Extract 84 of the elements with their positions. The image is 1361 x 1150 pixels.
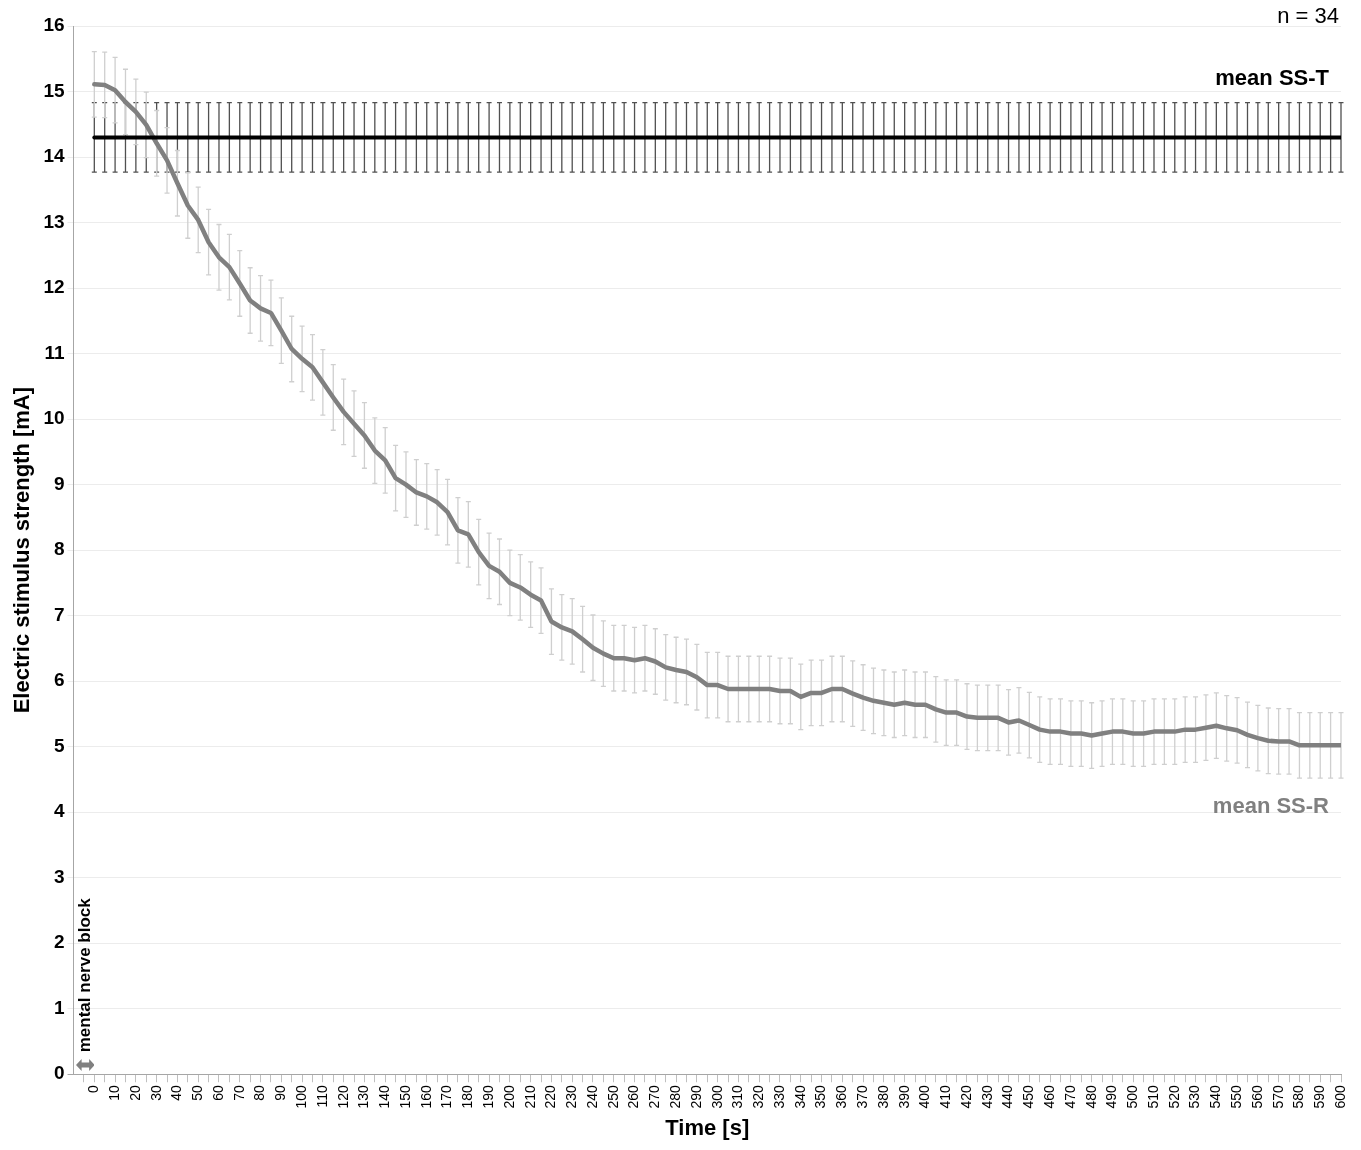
x-tick-label: 290 [687,1085,704,1109]
y-tick-label: 13 [43,210,65,232]
x-tick-label: 530 [1186,1085,1203,1109]
y-tick-label: 0 [53,1062,65,1084]
x-tick-label: 170 [438,1085,455,1109]
x-tick-label: 280 [666,1085,683,1109]
x-tick-label: 400 [916,1085,933,1109]
x-tick-label: 440 [999,1085,1016,1109]
x-tick-label: 340 [791,1085,808,1109]
x-tick-label: 470 [1061,1085,1078,1109]
x-tick-label: 350 [812,1085,829,1109]
x-tick-label: 540 [1207,1085,1224,1109]
x-tick-label: 590 [1311,1085,1328,1109]
y-tick-label: 14 [43,145,65,167]
x-tick-label: 20 [126,1085,143,1101]
x-tick-label: 60 [209,1085,226,1101]
y-tick-label: 3 [53,865,65,887]
x-tick-label: 310 [729,1085,746,1109]
y-tick-label: 9 [53,472,65,494]
x-tick-label: 510 [1144,1085,1161,1109]
y-tick-label: 4 [53,800,65,822]
y-tick-label: 1 [53,996,65,1018]
x-tick-label: 180 [459,1085,476,1109]
x-axis-title: Time [s] [665,1114,750,1140]
y-tick-label: 15 [43,79,65,101]
y-tick-label: 12 [43,276,65,298]
annotation: mental nerve block [74,897,94,1053]
y-tick-label: 6 [53,669,65,691]
x-tick-label: 10 [105,1085,122,1101]
x-tick-label: 250 [604,1085,621,1109]
x-tick-label: 570 [1269,1085,1286,1109]
x-tick-label: 490 [1103,1085,1120,1109]
x-tick-label: 320 [750,1085,767,1109]
x-tick-label: 260 [625,1085,642,1109]
x-tick-label: 220 [542,1085,559,1109]
x-tick-label: 480 [1082,1085,1099,1109]
x-tick-label: 200 [500,1085,517,1109]
x-tick-label: 30 [147,1085,164,1101]
text: mean SS-T [1215,65,1330,91]
x-tick-label: 80 [251,1085,268,1101]
x-tick-label: 460 [1040,1085,1057,1109]
x-tick-label: 380 [874,1085,891,1109]
x-tick-label: 140 [376,1085,393,1109]
x-tick-label: 520 [1165,1085,1182,1109]
x-tick-label: 450 [1020,1085,1037,1109]
x-tick-label: 360 [833,1085,850,1109]
x-tick-label: 150 [396,1085,413,1109]
y-axis-title: Electric stimulus strength [mA] [9,386,35,714]
x-tick-label: 560 [1248,1085,1265,1109]
x-tick-label: 0 [85,1085,102,1094]
x-tick-label: 300 [708,1085,725,1109]
annotation: n = 34 [1277,3,1339,29]
x-tick-label: 90 [272,1085,289,1101]
x-tick-label: 390 [895,1085,912,1109]
x-tick-label: 160 [417,1085,434,1109]
x-tick-label: 580 [1290,1085,1307,1109]
y-tick-label: 2 [53,931,65,953]
x-tick-label: 240 [583,1085,600,1109]
x-tick-label: 110 [313,1085,330,1108]
y-tick-label: 16 [43,14,65,36]
x-tick-label: 40 [168,1085,185,1101]
x-tick-label: 330 [770,1085,787,1109]
x-tick-label: 130 [355,1085,372,1109]
x-tick-label: 190 [479,1085,496,1109]
x-tick-label: 210 [521,1085,538,1109]
x-tick-label: 550 [1227,1085,1244,1109]
x-tick-label: 100 [292,1085,309,1109]
x-tick-label: 230 [563,1085,580,1109]
x-tick-label: 50 [189,1085,206,1101]
text: mean SS-R [1212,793,1330,819]
y-tick-label: 5 [53,734,65,756]
x-tick-label: 370 [853,1085,870,1109]
y-tick-label: 8 [53,538,65,560]
x-tick-label: 70 [230,1085,247,1101]
y-tick-label: 11 [44,341,65,363]
x-tick-label: 500 [1124,1085,1141,1109]
x-tick-label: 600 [1331,1085,1348,1109]
x-tick-label: 410 [937,1085,954,1109]
y-tick-label: 10 [43,407,65,429]
y-tick-label: 7 [53,603,65,625]
x-tick-label: 270 [646,1085,663,1109]
x-tick-label: 420 [957,1085,974,1109]
x-tick-label: 430 [978,1085,995,1109]
x-tick-label: 120 [334,1085,351,1109]
